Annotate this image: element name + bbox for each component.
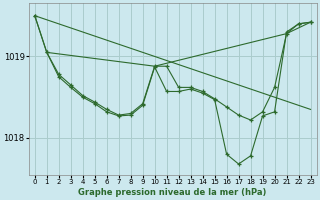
X-axis label: Graphe pression niveau de la mer (hPa): Graphe pression niveau de la mer (hPa) [78, 188, 267, 197]
